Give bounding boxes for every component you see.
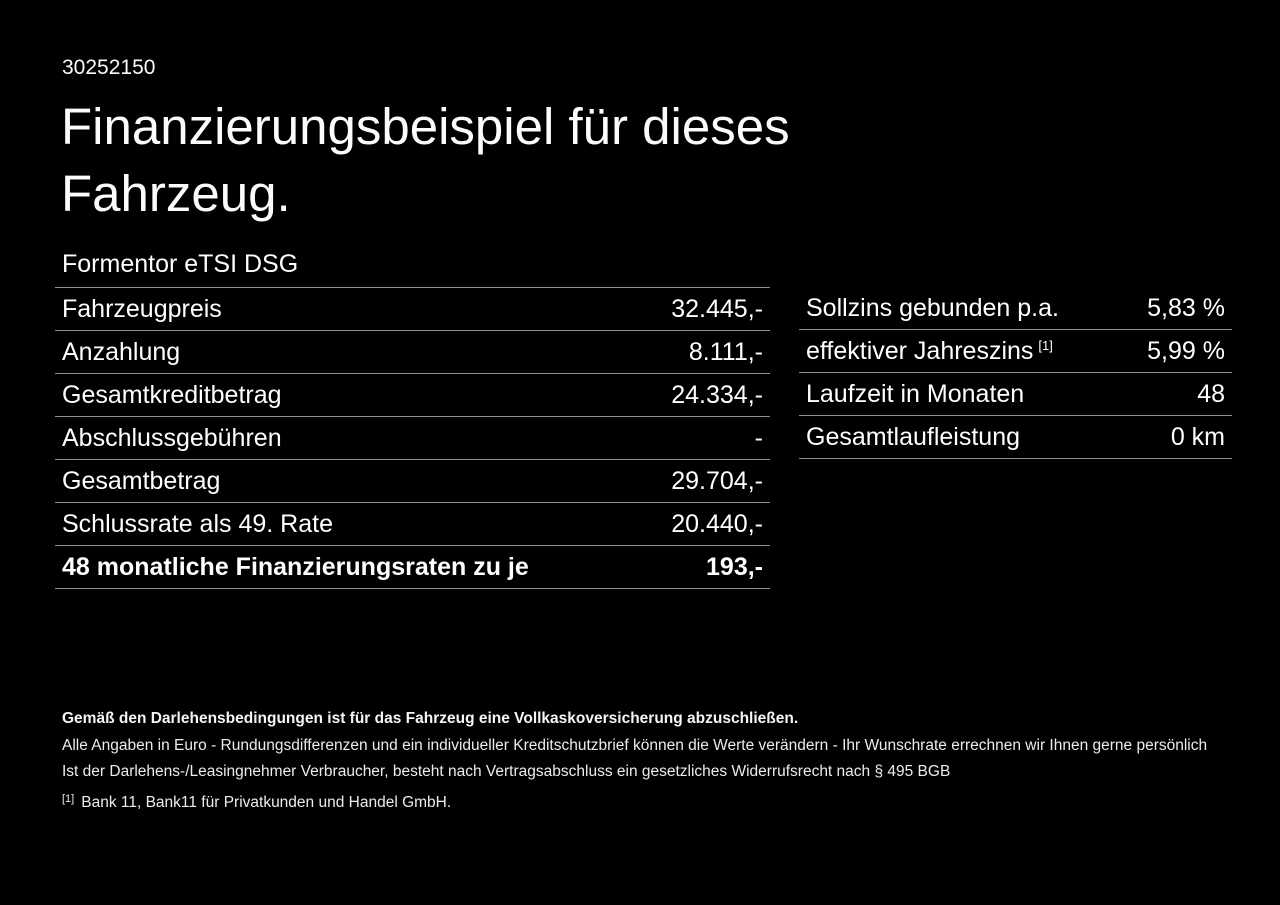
table-row-sollzins: Sollzins gebunden p.a. 5,83 % — [799, 287, 1232, 330]
conditions-table: Sollzins gebunden p.a. 5,83 % effektiver… — [799, 287, 1232, 459]
row-value: 24.334,- — [671, 380, 763, 409]
row-value: 8.111,- — [688, 337, 763, 366]
finance-table: Fahrzeugpreis 32.445,- Anzahlung 8.111,-… — [55, 287, 770, 589]
row-label: effektiver Jahreszins [1] — [806, 337, 1053, 366]
row-label: Laufzeit in Monaten — [806, 379, 1025, 408]
table-row-monatsrate: 48 monatliche Finanzierungsraten zu je 1… — [55, 546, 770, 589]
row-value: 20.440,- — [671, 509, 763, 538]
row-label: Fahrzeugpreis — [62, 294, 222, 323]
table-row-anzahlung: Anzahlung 8.111,- — [55, 331, 770, 374]
vehicle-id: 30252150 — [62, 56, 156, 79]
row-value: 0 km — [1170, 422, 1225, 451]
row-label: Gesamtbetrag — [62, 466, 221, 495]
table-row-abschlussgebuehren: Abschlussgebühren - — [55, 417, 770, 460]
disclaimer-line-1: Alle Angaben in Euro - Rundungsdifferenz… — [62, 737, 1208, 754]
table-row-effektiver-jahreszins: effektiver Jahreszins [1] 5,99 % — [799, 330, 1232, 373]
row-label: Schlussrate als 49. Rate — [62, 509, 333, 538]
row-label: Gesamtlaufleistung — [806, 422, 1021, 451]
row-label-text: effektiver Jahreszins — [806, 336, 1034, 365]
table-row-gesamtbetrag: Gesamtbetrag 29.704,- — [55, 460, 770, 503]
footnote-marker: [1] — [62, 793, 75, 805]
page-title: Finanzierungsbeispiel für dieses Fahrzeu… — [61, 93, 790, 227]
row-label: Gesamtkreditbetrag — [62, 380, 282, 409]
row-value: 48 — [1197, 379, 1225, 408]
table-row-schlussrate: Schlussrate als 49. Rate 20.440,- — [55, 503, 770, 546]
table-row-gesamtlaufleistung: Gesamtlaufleistung 0 km — [799, 416, 1232, 459]
row-label: Anzahlung — [62, 337, 181, 366]
disclaimer-line-2: Ist der Darlehens-/Leasingnehmer Verbrau… — [62, 763, 951, 780]
table-row-gesamtkreditbetrag: Gesamtkreditbetrag 24.334,- — [55, 374, 770, 417]
row-value: - — [754, 423, 763, 452]
row-value: 32.445,- — [671, 294, 763, 323]
table-row-laufzeit: Laufzeit in Monaten 48 — [799, 373, 1232, 416]
row-value: 193,- — [706, 552, 763, 581]
page-title-line-1: Finanzierungsbeispiel für dieses — [61, 98, 790, 155]
row-label: 48 monatliche Finanzierungsraten zu je — [62, 552, 529, 581]
insurance-note: Gemäß den Darlehensbedingungen ist für d… — [62, 710, 799, 727]
page-title-line-2: Fahrzeug. — [61, 165, 291, 222]
row-value: 29.704,- — [671, 466, 763, 495]
row-label: Sollzins gebunden p.a. — [806, 293, 1059, 322]
row-value: 5,83 % — [1147, 293, 1225, 322]
row-value: 5,99 % — [1147, 336, 1225, 365]
footnote-ref-marker: [1] — [1038, 337, 1053, 353]
table-row-fahrzeugpreis: Fahrzeugpreis 32.445,- — [55, 288, 770, 331]
footnote: [1] Bank 11, Bank11 für Privatkunden und … — [62, 790, 451, 812]
model-name: Formentor eTSI DSG — [62, 250, 299, 278]
footnote-text: Bank 11, Bank11 für Privatkunden und Han… — [81, 794, 452, 811]
row-label: Abschlussgebühren — [62, 423, 282, 452]
